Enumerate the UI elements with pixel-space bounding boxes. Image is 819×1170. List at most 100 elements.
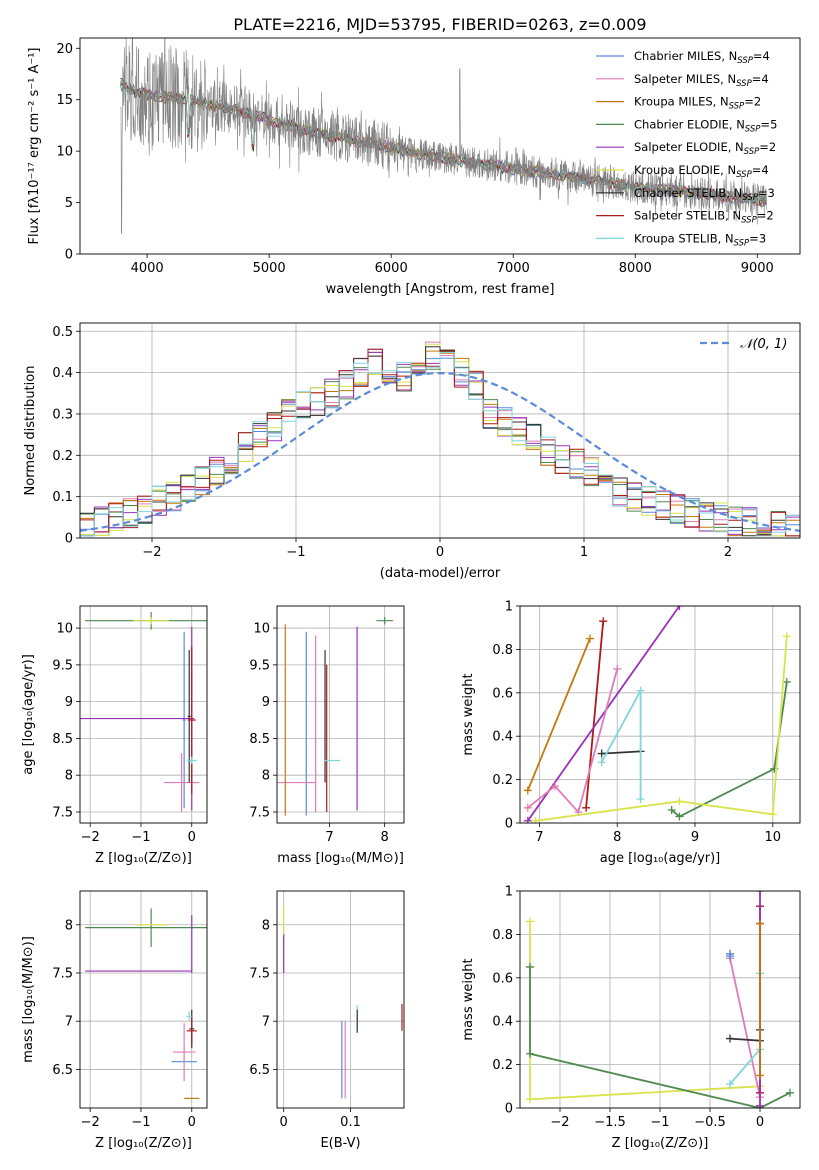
weight-marker (756, 1071, 764, 1080)
y-tick-label: 10 (56, 622, 73, 637)
legend-entry-label: Chabrier STELIB, NSSP=3 (634, 186, 775, 203)
weight-series-line (529, 967, 791, 1108)
y-tick-label: 7 (262, 1015, 270, 1030)
x-tick-label: 5000 (253, 261, 286, 276)
errorbar-point (187, 650, 191, 783)
x-tick-label: 2 (724, 545, 732, 560)
weight-marker (582, 803, 591, 812)
y-tick-label: 0.4 (52, 366, 73, 381)
y-tick-label: 0.4 (492, 1015, 513, 1030)
errorbar-point (186, 1016, 197, 1046)
x-tick-label: 8 (613, 830, 621, 845)
errorbar-point (376, 617, 393, 625)
legend-entry-label: Salpeter MILES, NSSP=4 (634, 72, 769, 89)
x-axis-label: E(B-V) (320, 1136, 360, 1151)
x-axis-label: mass [log₁₀(M/M⊙)] (277, 851, 404, 866)
weight-marker (597, 758, 606, 767)
x-axis-label: age [log₁₀(age/yr)] (600, 851, 721, 866)
y-tick-label: 9.5 (249, 658, 270, 673)
weight-marker (768, 810, 777, 819)
weight-series-line (535, 636, 788, 822)
y-tick-label: 7.5 (249, 805, 270, 820)
x-axis-label: wavelength [Angstrom, rest frame] (326, 282, 555, 297)
errorbar-point (182, 631, 186, 809)
errorbar-point (187, 646, 196, 794)
weight-marker (756, 891, 764, 895)
y-tick-label: 6.5 (52, 1063, 73, 1078)
x-tick-label: 7 (535, 830, 543, 845)
weight-marker (675, 606, 684, 610)
weight-marker (636, 686, 645, 695)
y-tick-label: 7 (65, 1015, 73, 1030)
panel-age_vs_Z: −2 −1 0 7.5 8 8.5 9 9.5 10 Z [log₁₀(Z/Z⊙)] age [lo… (21, 605, 208, 866)
plot-area-mass_vs_ebv (283, 905, 403, 1099)
figure-title: PLATE=2216, MJD=53795, FIBERID=0263, z=0… (233, 15, 646, 34)
panel-spectrum: 4000 5000 6000 7000 8000 9000 0 5 10 15 20 waveleng… (27, 37, 801, 297)
y-tick-label: 6.5 (249, 1063, 270, 1078)
x-tick-label: 9 (691, 830, 699, 845)
y-axis-label: mass weight (461, 958, 476, 1040)
y-tick-label: 1 (505, 885, 513, 900)
weight-series-line (526, 638, 591, 791)
weight-marker (526, 1049, 534, 1058)
plot-area-spectrum (119, 38, 768, 234)
weight-marker (523, 786, 532, 795)
legend-entry-label: Salpeter ELODIE, NSSP=2 (634, 140, 776, 157)
y-axis-label: mass [log₁₀(M/M⊙)] (21, 936, 36, 1063)
legend-entry-label: 𝒩(0, 1) (740, 337, 787, 352)
axes-frame (276, 605, 405, 824)
x-tick-label: −1 (131, 1115, 150, 1130)
normal-curve (80, 371, 800, 532)
y-tick-label: 5 (65, 196, 73, 211)
x-axis-label: (data-model)/error (380, 566, 501, 581)
legend-entry-label: Chabrier MILES, NSSP=4 (634, 49, 770, 66)
y-tick-label: 10 (253, 622, 270, 637)
y-tick-label: 20 (56, 42, 73, 57)
y-tick-label: 8 (65, 918, 73, 933)
y-tick-label: 1 (505, 600, 513, 615)
weight-marker (586, 634, 594, 643)
panel-mass_vs_ebv: 0 0.1 6.5 7 7.5 8 E(B-V) (249, 890, 405, 1151)
weight-series-line (529, 921, 761, 1101)
panel-mass_vs_Z: −2 −1 0 6.5 7 7.5 8 Z [log₁₀(Z/Z⊙)] mass [log₁₀(… (21, 890, 208, 1151)
weight-series-line (527, 606, 681, 822)
weight-marker (756, 1101, 764, 1108)
spectrum-legend: Chabrier MILES, NSSP=4 Salpeter MILES, NS… (596, 49, 777, 248)
panel-age_vs_mass: 7 8 7.5 8 8.5 9 9.5 10 mass [log₁₀(M/M⊙)] (249, 605, 405, 866)
weight-marker (523, 816, 532, 823)
y-tick-label: 9 (262, 695, 270, 710)
legend-entry-label: Chabrier ELODIE, NSSP=5 (634, 117, 777, 134)
y-tick-label: 0.2 (52, 449, 73, 464)
x-tick-label: −2 (550, 1115, 569, 1130)
plot-area-age_vs_Z (80, 611, 207, 812)
axes-frame (79, 37, 801, 255)
weight-marker (667, 805, 676, 814)
errorbar-point (186, 1011, 192, 1022)
y-tick-label: 8.5 (249, 732, 270, 747)
y-tick-label: 7.5 (52, 805, 73, 820)
x-tick-label: −2 (142, 545, 161, 560)
errorbar-point (133, 617, 169, 625)
weight-series-line (527, 668, 619, 814)
weight-marker (782, 632, 791, 641)
weight-series-line (601, 750, 641, 755)
y-axis-label: age [log₁₀(age/yr)] (21, 654, 36, 775)
errorbar-point (172, 1023, 196, 1081)
x-tick-label: −2 (81, 830, 100, 845)
model-spectrum-line (119, 81, 767, 206)
weight-marker (523, 803, 532, 812)
weight-marker (531, 816, 540, 823)
y-tick-label: 0.6 (492, 686, 513, 701)
weight-marker (613, 664, 622, 673)
weight-marker (597, 749, 606, 758)
plot-area-weight_vs_age (523, 606, 791, 823)
x-tick-label: −0.5 (694, 1115, 726, 1130)
y-tick-label: 0 (65, 532, 73, 547)
y-tick-label: 7.5 (52, 966, 73, 981)
weight-marker (526, 1095, 534, 1104)
y-tick-label: 0.2 (492, 773, 513, 788)
x-axis-label: Z [log₁₀(Z/Z⊙)] (95, 851, 192, 866)
weight-marker (599, 617, 608, 626)
legend-entry-label: Kroupa ELODIE, NSSP=4 (634, 163, 769, 180)
